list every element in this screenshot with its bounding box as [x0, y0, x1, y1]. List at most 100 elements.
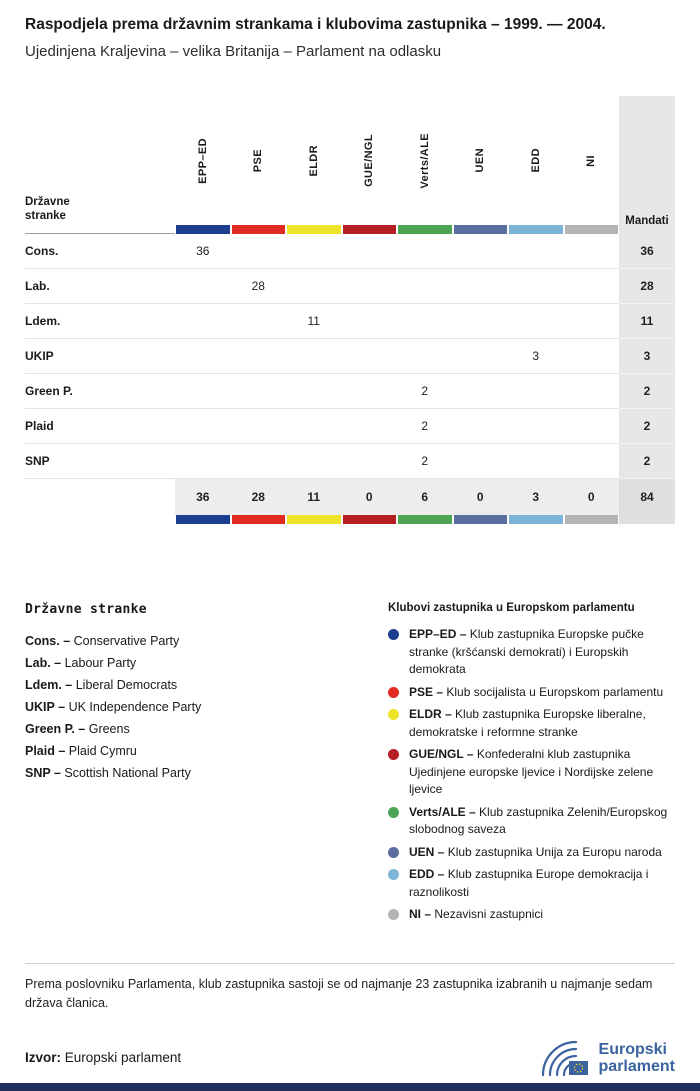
value-cell	[230, 339, 286, 374]
total-cell: 6	[397, 479, 453, 515]
table-row-lab: Lab. 28 28	[25, 269, 675, 304]
bottom-accent-bar	[0, 1083, 700, 1091]
column-header-eldr: ELDR	[286, 96, 342, 234]
value-cell	[508, 374, 564, 409]
value-cell	[175, 339, 231, 374]
total-cell: 0	[341, 479, 397, 515]
mandate-cell: 36	[619, 234, 675, 269]
value-cell	[452, 444, 508, 479]
group-color-bar	[231, 515, 285, 524]
value-cell	[341, 234, 397, 269]
column-header-uen: UEN	[453, 96, 509, 234]
pse-dot-icon	[388, 686, 399, 698]
group-color-bar	[342, 515, 396, 524]
table-row-green-p: Green P. 2 2	[25, 374, 675, 409]
value-cell	[230, 444, 286, 479]
mandate-cell: 2	[619, 374, 675, 409]
legend-party-item: SNP – Scottish National Party	[25, 766, 191, 780]
ni-dot-icon	[388, 909, 399, 920]
mandate-cell: 2	[619, 409, 675, 444]
group-color-bar	[564, 515, 618, 524]
value-cell	[452, 234, 508, 269]
group-color-bar	[287, 225, 341, 234]
group-color-bar	[453, 225, 507, 234]
column-header-epp-ed: EPP–ED	[175, 96, 231, 234]
value-cell: 2	[397, 444, 453, 479]
value-cell	[286, 444, 342, 479]
legend-group-item: UEN – Klub zastupnika Unija za Europu na…	[388, 844, 675, 862]
value-cell	[452, 304, 508, 339]
value-cell	[563, 444, 619, 479]
party-cell: SNP	[25, 444, 175, 479]
empty-cell	[25, 515, 175, 524]
party-cell: Lab.	[25, 269, 175, 304]
value-cell	[452, 269, 508, 304]
value-cell	[508, 409, 564, 444]
table-row-ldem: Ldem. 11 11	[25, 304, 675, 339]
row-group-header: Državne stranke	[25, 96, 175, 234]
group-color-bar	[176, 225, 230, 234]
value-cell	[341, 269, 397, 304]
total-cell: 11	[286, 479, 342, 515]
mandati-label: Mandati	[625, 215, 669, 227]
column-label: EDD	[529, 148, 542, 173]
value-cell: 3	[508, 339, 564, 374]
page-subtitle: Ujedinjena Kraljevina – velika Britanija…	[25, 43, 442, 60]
divider	[25, 962, 675, 964]
column-header-edd: EDD	[508, 96, 564, 234]
column-label: PSE	[252, 148, 265, 173]
europarl-hemicycle-icon	[541, 1040, 588, 1076]
group-color-bar	[287, 515, 341, 524]
value-cell	[230, 374, 286, 409]
column-header-ni: NI	[564, 96, 620, 234]
legend-party-item: Green P. – Greens	[25, 722, 130, 736]
value-cell	[286, 339, 342, 374]
party-cell: Green P.	[25, 374, 175, 409]
legend-group-item: PSE – Klub socijalista u Europskom parla…	[388, 684, 675, 702]
table-row-plaid: Plaid 2 2	[25, 409, 675, 444]
total-cell: 3	[508, 479, 564, 515]
value-cell	[341, 409, 397, 444]
source-name: Europski parlament	[64, 1050, 182, 1065]
value-cell	[397, 304, 453, 339]
column-label: ELDR	[307, 144, 320, 177]
value-cell: 2	[397, 374, 453, 409]
epp-ed-dot-icon	[388, 629, 399, 640]
eu-flag	[568, 1060, 588, 1075]
column-label: GUE/NGL	[363, 134, 376, 187]
total-cell: 0	[563, 479, 619, 515]
legend-group-item: EPP–ED – Klub zastupnika Europske pučke …	[388, 626, 675, 679]
table-row-ukip: UKIP 3 3	[25, 339, 675, 374]
total-cell: 28	[230, 479, 286, 515]
group-color-bar	[453, 515, 507, 524]
eldr-dot-icon	[388, 709, 399, 720]
value-cell	[397, 234, 453, 269]
group-color-bar	[231, 225, 285, 234]
value-cell	[508, 444, 564, 479]
value-cell	[563, 339, 619, 374]
group-color-bar	[509, 515, 563, 524]
table-row-snp: SNP 2 2	[25, 444, 675, 479]
mandate-cell: 11	[619, 304, 675, 339]
value-cell	[563, 234, 619, 269]
value-cell	[286, 374, 342, 409]
group-color-bar	[398, 515, 452, 524]
mandati-column-footer	[619, 515, 675, 524]
group-color-bar	[564, 225, 618, 234]
legend-party-item: Ldem. – Liberal Democrats	[25, 678, 178, 692]
header: Raspodjela prema državnim strankama i kl…	[25, 16, 675, 60]
party-cell: Plaid	[25, 409, 175, 444]
source-label: Izvor:	[25, 1050, 62, 1065]
legend-party-item: Cons. – Conservative Party	[25, 634, 180, 648]
legend-party-item: UKIP – UK Independence Party	[25, 700, 202, 714]
value-cell	[175, 444, 231, 479]
value-cell: 28	[230, 269, 286, 304]
value-cell: 2	[397, 409, 453, 444]
value-cell	[452, 409, 508, 444]
gue-ngl-dot-icon	[388, 749, 399, 760]
value-cell	[341, 374, 397, 409]
grand-total-cell: 84	[619, 479, 675, 515]
value-cell	[508, 234, 564, 269]
value-cell	[452, 339, 508, 374]
total-cell: 0	[452, 479, 508, 515]
